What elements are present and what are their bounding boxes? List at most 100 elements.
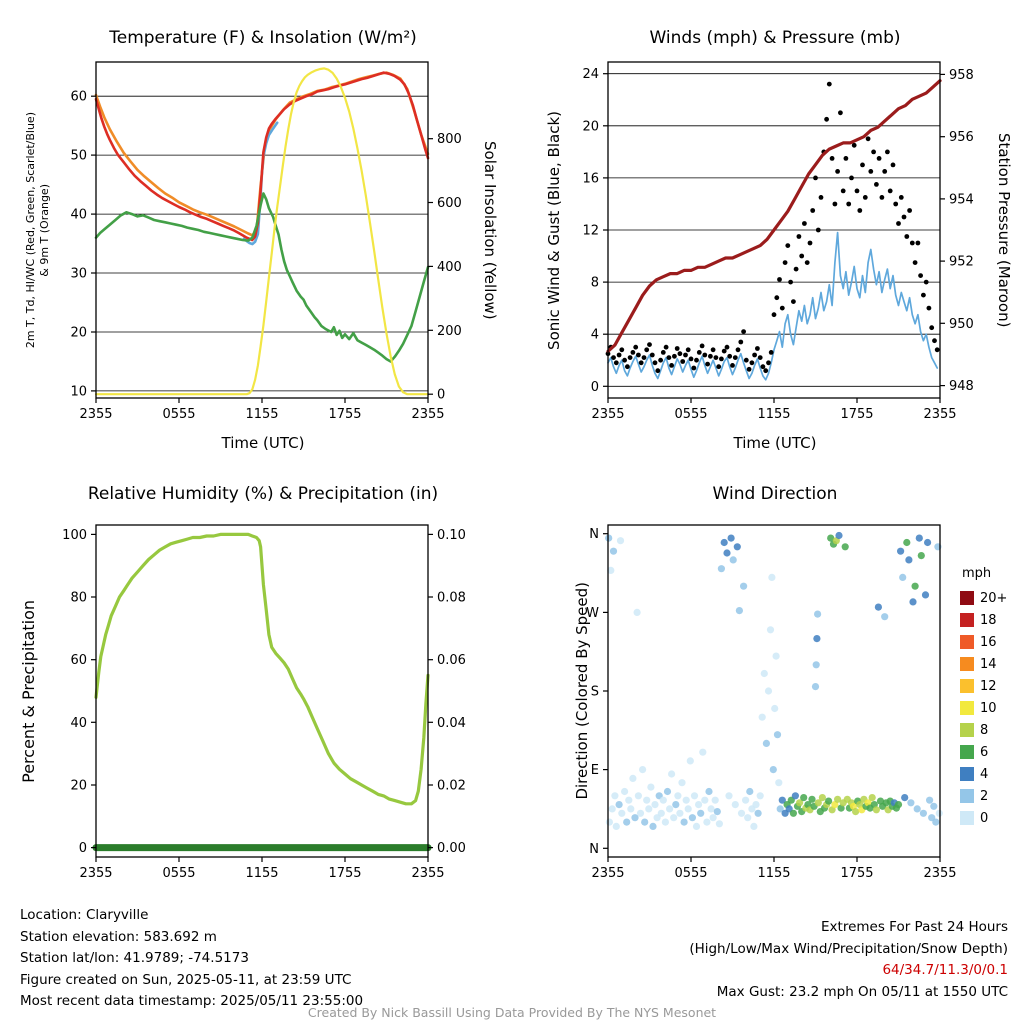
svg-text:1155: 1155 xyxy=(245,407,278,422)
winds-pressure-plot: 2355 0555 1155 1755 2355 0 4 8 12 16 20 24 948 950 952… xyxy=(582,61,974,422)
svg-text:200: 200 xyxy=(437,324,462,339)
chart-winds-pressure: 2355 0555 1155 1755 2355 0 4 8 12 16 20 24 948 950 952… xyxy=(512,0,1024,470)
chart-humidity-precip: 2355 0555 1155 1755 2355 0 20 40 60 80 100 0.00 0.02… xyxy=(0,462,512,907)
x-axis-label: Time (UTC) xyxy=(733,434,817,452)
svg-text:948: 948 xyxy=(949,379,974,394)
svg-text:600: 600 xyxy=(437,196,462,211)
legend-swatch xyxy=(960,613,974,627)
extremes-values: 64/34.7/11.3/0/0.1 xyxy=(882,962,1008,978)
svg-text:40: 40 xyxy=(70,716,87,731)
svg-text:0.00: 0.00 xyxy=(437,841,466,856)
svg-text:1155: 1155 xyxy=(757,407,790,422)
legend-label: 8 xyxy=(980,722,989,738)
station-elevation: Station elevation: 583.692 m xyxy=(20,928,217,945)
legend-label: 10 xyxy=(980,700,997,716)
legend-entry: 12 xyxy=(960,675,1020,697)
speed-legend: mph 20+ 18 16 14 12 10 8 6 4 2 0 xyxy=(960,566,1020,829)
humidity-precip-plot: 2355 0555 1155 1755 2355 0 20 40 60 80 100 0.00 0.02… xyxy=(62,524,466,881)
y-axis-label-left: Sonic Wind & Gust (Blue, Black) xyxy=(545,110,563,350)
chart-temperature-insolation: 2355 0555 1155 1755 2355 10 20 30 40 50 60 0 200 400 6… xyxy=(0,0,512,470)
legend-entry: 2 xyxy=(960,785,1020,807)
legend-entry: 8 xyxy=(960,719,1020,741)
svg-text:16: 16 xyxy=(582,171,599,186)
svg-text:800: 800 xyxy=(437,132,462,147)
svg-text:2355: 2355 xyxy=(79,407,112,422)
chart-title-temperature: Temperature (F) & Insolation (W/m²) xyxy=(109,28,417,48)
svg-text:24: 24 xyxy=(582,67,599,82)
legend-label: 2 xyxy=(980,788,989,804)
svg-text:2355: 2355 xyxy=(923,407,956,422)
svg-text:400: 400 xyxy=(437,260,462,275)
svg-text:2355: 2355 xyxy=(591,407,624,422)
svg-text:W: W xyxy=(586,606,599,621)
legend-swatch xyxy=(960,789,974,803)
svg-text:30: 30 xyxy=(70,267,87,282)
svg-text:0555: 0555 xyxy=(674,407,707,422)
legend-entry: 6 xyxy=(960,741,1020,763)
chart-wind-direction: 2355 0555 1155 1755 2355 N E S W N Wind Direction… xyxy=(512,462,1024,907)
svg-text:2355: 2355 xyxy=(411,866,444,881)
y-axis-label-left: Percent & Precipitation xyxy=(19,599,38,783)
legend-label: 16 xyxy=(980,634,997,650)
legend-entry: 4 xyxy=(960,763,1020,785)
svg-text:60: 60 xyxy=(70,653,87,668)
y-axis-label-left: Direction (Colored By Speed) xyxy=(573,582,591,800)
svg-text:40: 40 xyxy=(70,208,87,223)
credit-line: Created By Nick Bassill Using Data Provi… xyxy=(307,1005,717,1020)
svg-text:12: 12 xyxy=(582,224,599,239)
svg-text:N: N xyxy=(589,842,599,857)
svg-text:0.08: 0.08 xyxy=(437,591,466,606)
legend-entry: 16 xyxy=(960,631,1020,653)
svg-text:80: 80 xyxy=(70,591,87,606)
svg-text:0: 0 xyxy=(437,388,445,403)
wind-direction-plot: 2355 0555 1155 1755 2355 N E S W N xyxy=(586,524,957,881)
svg-text:0.04: 0.04 xyxy=(437,716,466,731)
y-axis-label-left: 2m T, Td, HI/WC (Red, Green, Scarlet/Blu… xyxy=(24,111,51,349)
max-gust: Max Gust: 23.2 mph On 05/11 at 1550 UTC xyxy=(716,983,1008,1000)
svg-text:N: N xyxy=(589,527,599,542)
svg-text:950: 950 xyxy=(949,317,974,332)
svg-text:2355: 2355 xyxy=(411,407,444,422)
extremes-info: Extremes For Past 24 Hours (High/Low/Max… xyxy=(689,917,1008,1003)
legend-swatch xyxy=(960,745,974,759)
svg-text:100: 100 xyxy=(62,528,87,543)
legend-entry: 10 xyxy=(960,697,1020,719)
legend-entry: 18 xyxy=(960,609,1020,631)
svg-text:E: E xyxy=(591,763,599,778)
legend-label: 14 xyxy=(980,656,997,672)
chart-title-humidity: Relative Humidity (%) & Precipitation (i… xyxy=(87,484,439,504)
legend-swatch xyxy=(960,701,974,715)
legend-swatch xyxy=(960,591,974,605)
legend-label: 20+ xyxy=(980,590,1008,606)
svg-text:2355: 2355 xyxy=(79,866,112,881)
station-latlon: Station lat/lon: 41.9789; -74.5173 xyxy=(20,950,249,966)
legend-swatch xyxy=(960,679,974,693)
extremes-title: Extremes For Past 24 Hours xyxy=(821,919,1008,935)
svg-text:1755: 1755 xyxy=(328,866,361,881)
legend-rows: 20+ 18 16 14 12 10 8 6 4 2 0 xyxy=(960,587,1020,829)
legend-label: 4 xyxy=(980,766,989,782)
legend-swatch xyxy=(960,811,974,825)
svg-text:0555: 0555 xyxy=(162,407,195,422)
svg-text:8: 8 xyxy=(591,276,599,291)
legend-entry: 20+ xyxy=(960,587,1020,609)
svg-text:2355: 2355 xyxy=(591,866,624,881)
svg-text:1155: 1155 xyxy=(757,866,790,881)
x-axis-label: Time (UTC) xyxy=(221,434,305,452)
svg-text:60: 60 xyxy=(70,90,87,105)
svg-text:4: 4 xyxy=(591,328,599,343)
legend-swatch xyxy=(960,657,974,671)
svg-text:958: 958 xyxy=(949,68,974,83)
y-axis-label-right: Solar Insolation (Yellow) xyxy=(481,140,499,320)
svg-text:S: S xyxy=(591,685,599,700)
svg-text:0.10: 0.10 xyxy=(437,528,466,543)
station-info: Location: Claryville Station elevation: … xyxy=(20,905,363,1013)
svg-text:1755: 1755 xyxy=(840,407,873,422)
extremes-subtitle: (High/Low/Max Wind/Precipitation/Snow De… xyxy=(689,940,1008,957)
svg-text:1755: 1755 xyxy=(328,407,361,422)
svg-text:2355: 2355 xyxy=(923,866,956,881)
legend-label: 6 xyxy=(980,744,989,760)
legend-title: mph xyxy=(962,566,992,581)
svg-text:20: 20 xyxy=(582,119,599,134)
station-location: Location: Claryville xyxy=(20,907,149,923)
